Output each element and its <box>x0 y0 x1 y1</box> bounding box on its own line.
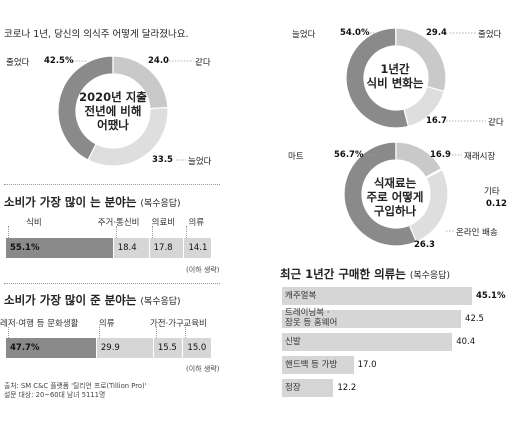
donut3-center-line: 구입하나 <box>373 204 417 218</box>
donut3-value-online: 26.3 <box>414 240 435 250</box>
donut3-value-mart: 56.7% <box>334 150 364 160</box>
chart6-title: 최근 1년간 구매한 의류는 (복수응답) <box>280 266 450 282</box>
donut2-label-decreased: 줄었다 <box>478 30 502 40</box>
separator <box>4 184 220 185</box>
chart3-subtitle: (복수응답) <box>140 297 181 307</box>
bar-category-label: 정장 <box>285 383 301 393</box>
source-note: 출처: SM C&C 플랫폼 '틸리언 프로(Tillion Pro)' 설문 … <box>4 382 147 400</box>
chart3-title-text: 소비가 가장 많이 준 분야는 <box>4 293 137 307</box>
bar <box>282 356 354 374</box>
bar-leader-line <box>151 226 153 238</box>
bar-segment <box>6 238 113 258</box>
donut1-label-increased: 늘었다 <box>188 157 212 167</box>
donut2-label-same: 같다 <box>488 118 504 128</box>
bar-value-label: 18.4 <box>117 243 137 253</box>
separator <box>4 283 220 284</box>
bar-category-label: 의류 <box>98 319 115 329</box>
bar <box>282 287 472 305</box>
source-line: 설문 대상: 20~60대 남녀 5111명 <box>4 391 106 399</box>
donut1-label-decreased: 줄었다 <box>6 58 30 68</box>
bar-category-label: 레저·여행 등 문화생활 <box>0 319 79 329</box>
donut2-value-increased: 54.0% <box>340 28 370 38</box>
chart2-subtitle: (복수응답) <box>140 199 181 209</box>
donut2-value-decreased: 29.4 <box>426 28 447 38</box>
donut2-center-line: 1년간 <box>380 62 410 76</box>
donut2-center-line: 식비 변화는 <box>366 76 424 90</box>
donut3-center-line: 주로 어떻게 <box>366 190 424 204</box>
donut2-value-same: 16.7 <box>426 116 447 126</box>
chart2-title-text: 소비가 가장 많이 는 분야는 <box>4 195 137 209</box>
bar-value-label: 55.1% <box>10 243 40 253</box>
bar-category-label: 식비 <box>26 218 42 228</box>
donut1-label-same: 같다 <box>195 58 211 68</box>
chart3-note: (이하 생략) <box>186 365 220 373</box>
chart1-title: 코로나 1년, 당신의 의식주 어떻게 달라졌나요. <box>4 29 189 40</box>
bar-category-label: 의료비 <box>151 218 176 228</box>
bar-leader-line <box>8 226 9 238</box>
bar-value-label: 40.4 <box>456 337 476 347</box>
donut3-label-mart: 마트 <box>288 152 304 162</box>
bar-leader-line <box>115 226 117 238</box>
donut1-value-increased: 33.5 <box>152 155 173 165</box>
bar-leader-line <box>98 327 100 338</box>
bar-category-label: 신발 <box>285 337 301 347</box>
chart2-title: 소비가 가장 많이 는 분야는 (복수응답) <box>4 194 181 210</box>
donut3-value-other: 0.12 <box>486 199 507 209</box>
bar-segment <box>153 338 183 358</box>
donut2-center-label: 1년간 식비 변화는 <box>355 62 435 90</box>
donut3-label-market: 재래시장 <box>464 152 496 162</box>
bar-segment <box>96 338 153 358</box>
bar-leader-line <box>185 327 187 338</box>
bar-category-label: 주거·통신비 <box>97 218 140 228</box>
donut2-label-increased: 늘었다 <box>292 30 316 40</box>
donut1-value-same: 24.0 <box>148 56 169 66</box>
donut3-center-label: 식재료는 주로 어떻게 구입하나 <box>350 176 440 218</box>
bar-value-label: 29.9 <box>100 343 120 353</box>
bar-segment <box>6 338 96 358</box>
donut1-center-line: 2020년 지출 <box>79 90 147 104</box>
bar-segment <box>113 238 149 258</box>
bar <box>282 310 462 328</box>
bar-category-label: 교육비 <box>183 319 207 329</box>
chart6-subtitle: (복수응답) <box>409 271 450 281</box>
chart3-title: 소비가 가장 많이 준 분야는 (복수응답) <box>4 292 181 308</box>
bar-category-label: 핸드백 등 가방 <box>285 360 338 370</box>
bar-leader-line <box>186 226 188 238</box>
chart2-note: (이하 생략) <box>186 266 220 274</box>
bar-value-label: 42.5 <box>465 314 484 324</box>
bar-value-label: 17.8 <box>153 243 173 253</box>
bar-category-label: 트레이닝복 · 잠옷 등 홈웨어 <box>285 308 338 328</box>
bar-value-label: 17.0 <box>357 360 377 370</box>
bar-segment <box>184 238 211 258</box>
bar-category-label: 캐주얼복 <box>285 291 317 301</box>
chart6-title-text: 최근 1년간 구매한 의류는 <box>280 267 406 281</box>
bar <box>282 379 334 397</box>
bar-value-label: 15.0 <box>187 343 207 353</box>
bar-segment <box>149 238 184 258</box>
donut3-label-online: 온라인 배송 <box>456 228 498 238</box>
donut3-value-market: 16.9 <box>430 150 451 160</box>
bar-value-label: 12.2 <box>337 383 357 393</box>
bar <box>282 333 453 351</box>
donut1-center-line: 어땠나 <box>97 118 129 132</box>
bar-leader-line <box>8 327 9 338</box>
bar-category-label: 의류 <box>188 218 205 228</box>
bar-category-label: 가전·가구 <box>149 319 184 329</box>
donut1-center-label: 2020년 지출 전년에 비해 어땠나 <box>70 90 156 132</box>
bar-leader-line <box>155 327 157 338</box>
bar-segment <box>183 338 211 358</box>
donut1-value-decreased: 42.5% <box>44 56 74 66</box>
bar-value-label: 45.1% <box>476 291 506 301</box>
donut3-label-other: 기타 <box>484 187 500 197</box>
donut1-center-line: 전년에 비해 <box>84 104 142 118</box>
donut3-center-line: 식재료는 <box>373 176 417 190</box>
bar-value-label: 15.5 <box>157 343 177 353</box>
bar-value-label: 14.1 <box>188 243 208 253</box>
source-line: 출처: SM C&C 플랫폼 '틸리언 프로(Tillion Pro)' <box>4 382 147 390</box>
bar-value-label: 47.7% <box>10 343 40 353</box>
